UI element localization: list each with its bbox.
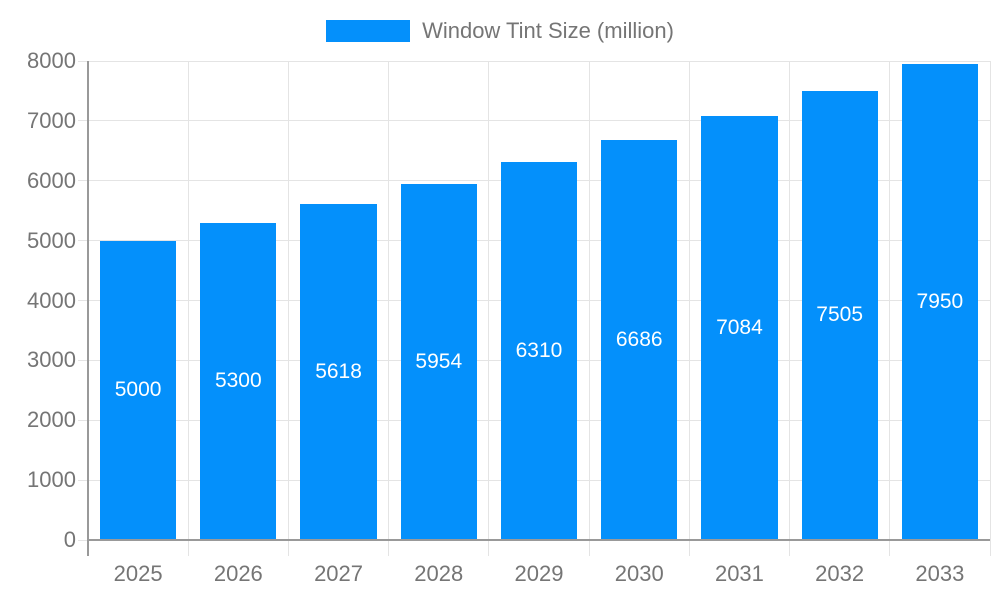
bar[interactable]: [200, 222, 277, 540]
legend-swatch: [326, 20, 411, 42]
y-axis-tick-label: 3000: [27, 347, 76, 373]
x-axis-tick-label: 2027: [314, 561, 364, 586]
y-axis-tick: [78, 359, 88, 361]
x-axis-tick: [688, 540, 690, 556]
y-axis-tick-label: 1000: [27, 467, 76, 493]
horizontal-gridline: [88, 60, 990, 62]
y-axis-tick: [78, 60, 88, 62]
y-axis-tick-label: 0: [63, 527, 76, 552]
y-axis-tick-label: 2000: [27, 407, 76, 433]
x-axis-tick-label: 2026: [213, 561, 263, 586]
y-axis-tick: [78, 539, 88, 541]
x-axis-tick: [488, 540, 490, 556]
bar-value-label: 5954: [415, 349, 463, 373]
y-axis-tick: [78, 120, 88, 122]
vertical-gridline: [388, 61, 390, 540]
x-axis-tick: [588, 540, 590, 556]
x-axis-tick-label: 2029: [514, 561, 564, 586]
x-axis-tick-label: 2033: [915, 561, 965, 586]
y-axis-tick: [78, 240, 88, 242]
x-axis-tick-label: 2031: [714, 561, 764, 586]
bar-value-label: 5000: [114, 378, 162, 402]
x-axis-tick-label: 2025: [113, 561, 163, 586]
vertical-gridline: [688, 61, 690, 540]
vertical-gridline: [989, 61, 991, 540]
x-axis-tick-label: 2028: [414, 561, 464, 586]
y-axis-tick-label: 8000: [27, 48, 76, 73]
y-axis-tick-label: 4000: [27, 287, 76, 313]
bar-value-label: 6310: [515, 339, 563, 363]
bar[interactable]: [300, 203, 377, 540]
bar[interactable]: [801, 90, 878, 540]
y-axis-line: [87, 61, 89, 556]
x-axis-line: [88, 539, 990, 541]
bar[interactable]: [601, 139, 678, 540]
bar-value-label: 7084: [716, 315, 763, 339]
bar[interactable]: [901, 63, 978, 540]
x-axis-tick: [187, 540, 189, 556]
legend-label: Window Tint Size (million): [422, 18, 674, 43]
bar-value-label: 5618: [315, 359, 362, 383]
y-axis-tick-label: 5000: [27, 227, 76, 253]
bar-value-label: 6686: [615, 327, 663, 351]
y-axis-tick: [78, 479, 88, 481]
x-axis-tick-label: 2030: [614, 561, 664, 586]
vertical-gridline: [588, 61, 590, 540]
bar[interactable]: [500, 162, 578, 540]
bar-value-label: 5300: [214, 369, 262, 393]
y-axis-tick: [78, 180, 88, 182]
y-axis-tick-label: 7000: [27, 107, 76, 133]
bar[interactable]: [701, 115, 778, 540]
vertical-gridline: [889, 61, 891, 540]
y-axis-tick: [78, 300, 88, 301]
y-axis-tick: [78, 419, 88, 421]
bar-value-label: 7505: [816, 303, 864, 327]
vertical-gridline: [488, 61, 490, 540]
x-axis-tick: [388, 540, 390, 556]
bar[interactable]: [400, 183, 477, 540]
bar-value-label: 7950: [916, 289, 964, 313]
y-axis-tick-label: 6000: [27, 167, 76, 193]
vertical-gridline: [789, 61, 791, 540]
horizontal-gridline: [88, 120, 990, 122]
bar[interactable]: [100, 240, 177, 540]
x-axis-tick: [889, 540, 891, 556]
vertical-gridline: [287, 61, 289, 540]
x-axis-tick: [287, 540, 289, 556]
x-axis-tick: [789, 540, 791, 556]
vertical-gridline: [187, 61, 189, 540]
legend-item[interactable]: Window Tint Size (million): [0, 14, 1000, 48]
x-axis-tick-label: 2032: [815, 561, 865, 586]
x-axis-tick: [989, 540, 991, 556]
